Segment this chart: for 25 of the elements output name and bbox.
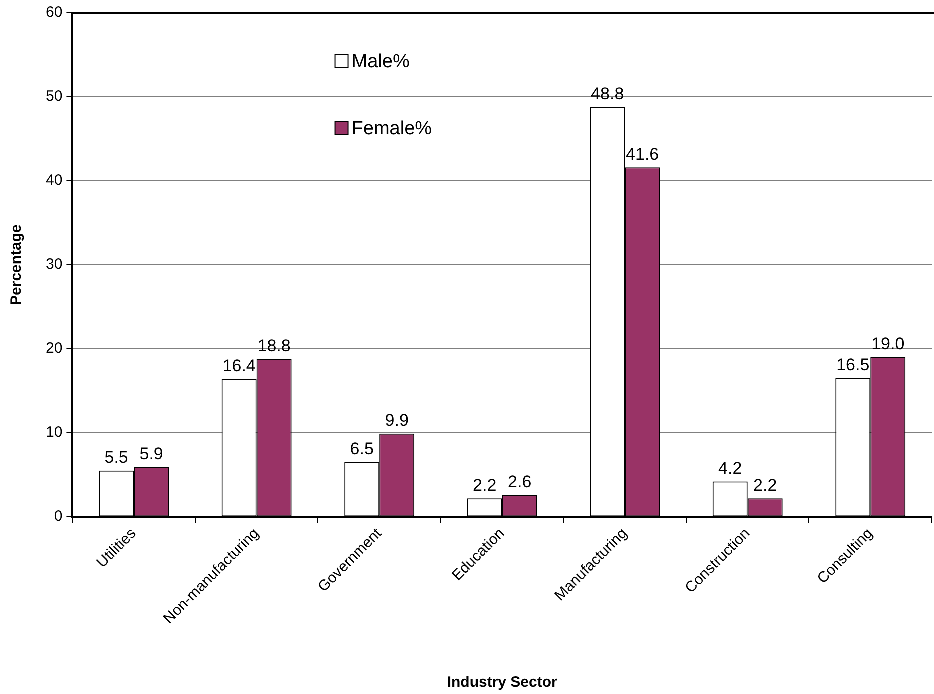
- data-label: 41.6: [626, 144, 660, 164]
- data-label: 4.2: [718, 458, 742, 478]
- data-label: 16.4: [222, 356, 256, 376]
- y-tick-label: 30: [46, 256, 63, 274]
- data-label: 19.0: [872, 334, 905, 354]
- data-label: 18.8: [258, 336, 291, 356]
- x-axis-title: Industry Sector: [447, 674, 558, 692]
- y-tick-label: 40: [46, 172, 63, 190]
- y-tick-label: 50: [46, 88, 63, 106]
- y-axis-title: Percentage: [8, 224, 26, 306]
- data-label: 9.9: [385, 411, 409, 430]
- legend-label: Female%: [352, 118, 432, 140]
- data-label: 48.8: [591, 84, 624, 104]
- y-tick-label: 10: [46, 424, 63, 442]
- legend-label: Male%: [352, 51, 410, 72]
- data-label: 16.5: [836, 356, 870, 375]
- data-label: 5.9: [140, 444, 164, 464]
- y-tick-label: 0: [54, 508, 63, 526]
- data-label: 2.2: [473, 476, 497, 495]
- data-label: 6.5: [350, 440, 374, 459]
- y-tick-label: 20: [46, 340, 63, 358]
- data-label: 2.2: [754, 476, 778, 495]
- y-tick-label: 60: [46, 4, 63, 22]
- data-label: 2.6: [508, 472, 532, 492]
- data-label: 5.5: [104, 448, 128, 468]
